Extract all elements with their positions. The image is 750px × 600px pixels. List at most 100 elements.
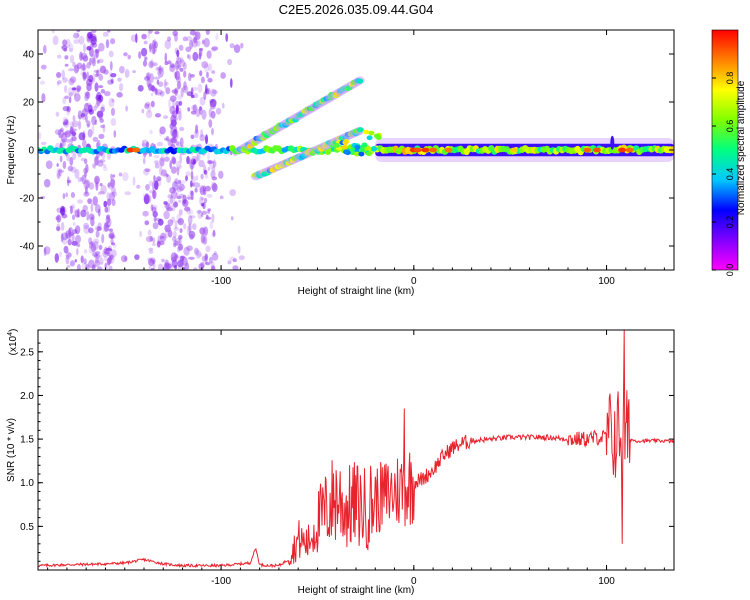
noise-speck (88, 182, 95, 190)
noise-speck (98, 42, 105, 52)
noise-speck (72, 61, 76, 68)
noise-speck (54, 129, 62, 135)
noise-speck (165, 263, 172, 269)
noise-speck (205, 30, 210, 35)
noise-speck (182, 36, 188, 42)
noise-speck (211, 127, 214, 136)
noise-speck (101, 233, 105, 244)
noise-speck (82, 204, 88, 212)
noise-speck (199, 196, 204, 206)
noise-speck (148, 258, 155, 267)
noise-speck (198, 263, 205, 270)
noise-speck (206, 214, 209, 219)
noise-speck (41, 93, 46, 103)
noise-speck (136, 184, 141, 189)
noise-speck (79, 51, 83, 61)
noise-speck (152, 222, 159, 230)
noise-speck (204, 63, 209, 73)
noise-speck (207, 87, 211, 95)
noise-speck (68, 92, 73, 97)
noise-speck (83, 43, 86, 53)
noise-speck (84, 91, 90, 96)
noise-speck (61, 69, 65, 80)
noise-speck (68, 227, 73, 233)
noise-speck (147, 229, 152, 236)
noise-speck (149, 43, 152, 53)
noise-speck (144, 193, 150, 203)
noise-speck (83, 222, 89, 230)
noise-speck (190, 94, 195, 99)
noise-speck (204, 185, 211, 192)
noise-speck (43, 246, 51, 255)
noise-speck (76, 62, 83, 70)
x-tick-label: 100 (598, 276, 615, 287)
noise-speck (151, 242, 156, 247)
noise-speck (170, 252, 178, 263)
noise-speck (111, 98, 115, 103)
noise-speck (153, 154, 160, 159)
main-band-peak (618, 147, 626, 153)
noise-speck (196, 209, 202, 214)
noise-speck (65, 138, 72, 143)
noise-speck (148, 250, 154, 254)
noise-speck (207, 63, 213, 72)
noise-speck (208, 119, 213, 128)
noise-speck (81, 66, 86, 75)
noise-speck (60, 127, 64, 133)
noise-speck (205, 84, 208, 95)
noise-speck (212, 229, 216, 237)
noise-speck (186, 194, 191, 200)
noise-speck (215, 33, 219, 41)
noise-speck (141, 139, 149, 150)
noise-speck (148, 265, 152, 270)
snr-series-line (38, 330, 674, 569)
noise-speck (62, 77, 68, 83)
noise-speck (150, 59, 154, 68)
noise-speck (209, 221, 214, 230)
noise-speck (172, 134, 176, 140)
y-tick-label: 2.0 (20, 391, 34, 402)
noise-speck (180, 180, 186, 184)
noise-speck (152, 46, 156, 55)
noise-speck (67, 87, 74, 97)
noise-speck (173, 177, 179, 188)
noise-speck (210, 88, 217, 97)
noise-speck (212, 159, 216, 168)
noise-speck (94, 257, 100, 264)
noise-speck (211, 181, 217, 191)
noise-speck (211, 89, 218, 95)
noise-speck (188, 209, 194, 215)
spectrogram-y-axis: -40 -20 0 20 40 (20, 29, 674, 271)
noise-speck (176, 213, 182, 221)
noise-speck (178, 164, 183, 169)
noise-speck (59, 251, 62, 258)
noise-speck (145, 236, 153, 243)
noise-speck (56, 223, 61, 232)
noise-speck (77, 199, 83, 204)
x-tick-label: -100 (211, 576, 231, 587)
noise-speck (200, 129, 204, 138)
noise-speck (150, 92, 154, 97)
branch-cell (358, 151, 365, 157)
colorbar-tick-label: 0.4 (725, 168, 735, 181)
noise-speck (84, 171, 87, 178)
noise-speck (82, 130, 86, 141)
noise-speck (176, 141, 180, 147)
noise-speck (86, 32, 91, 38)
noise-speck (63, 245, 69, 254)
noise-speck (154, 113, 162, 118)
noise-speck (108, 233, 115, 239)
noise-speck (147, 31, 151, 39)
noise-speck (148, 60, 154, 69)
noise-speck (93, 240, 99, 251)
noise-speck (219, 195, 224, 200)
noise-speck (179, 259, 185, 265)
noise-speck (80, 64, 87, 71)
noise-speck (212, 166, 216, 172)
noise-speck (167, 198, 171, 209)
noise-speck (196, 153, 199, 162)
noise-speck (97, 191, 102, 196)
noise-speck (64, 63, 69, 67)
noise-speck (185, 46, 192, 53)
branch-cell (363, 129, 370, 135)
